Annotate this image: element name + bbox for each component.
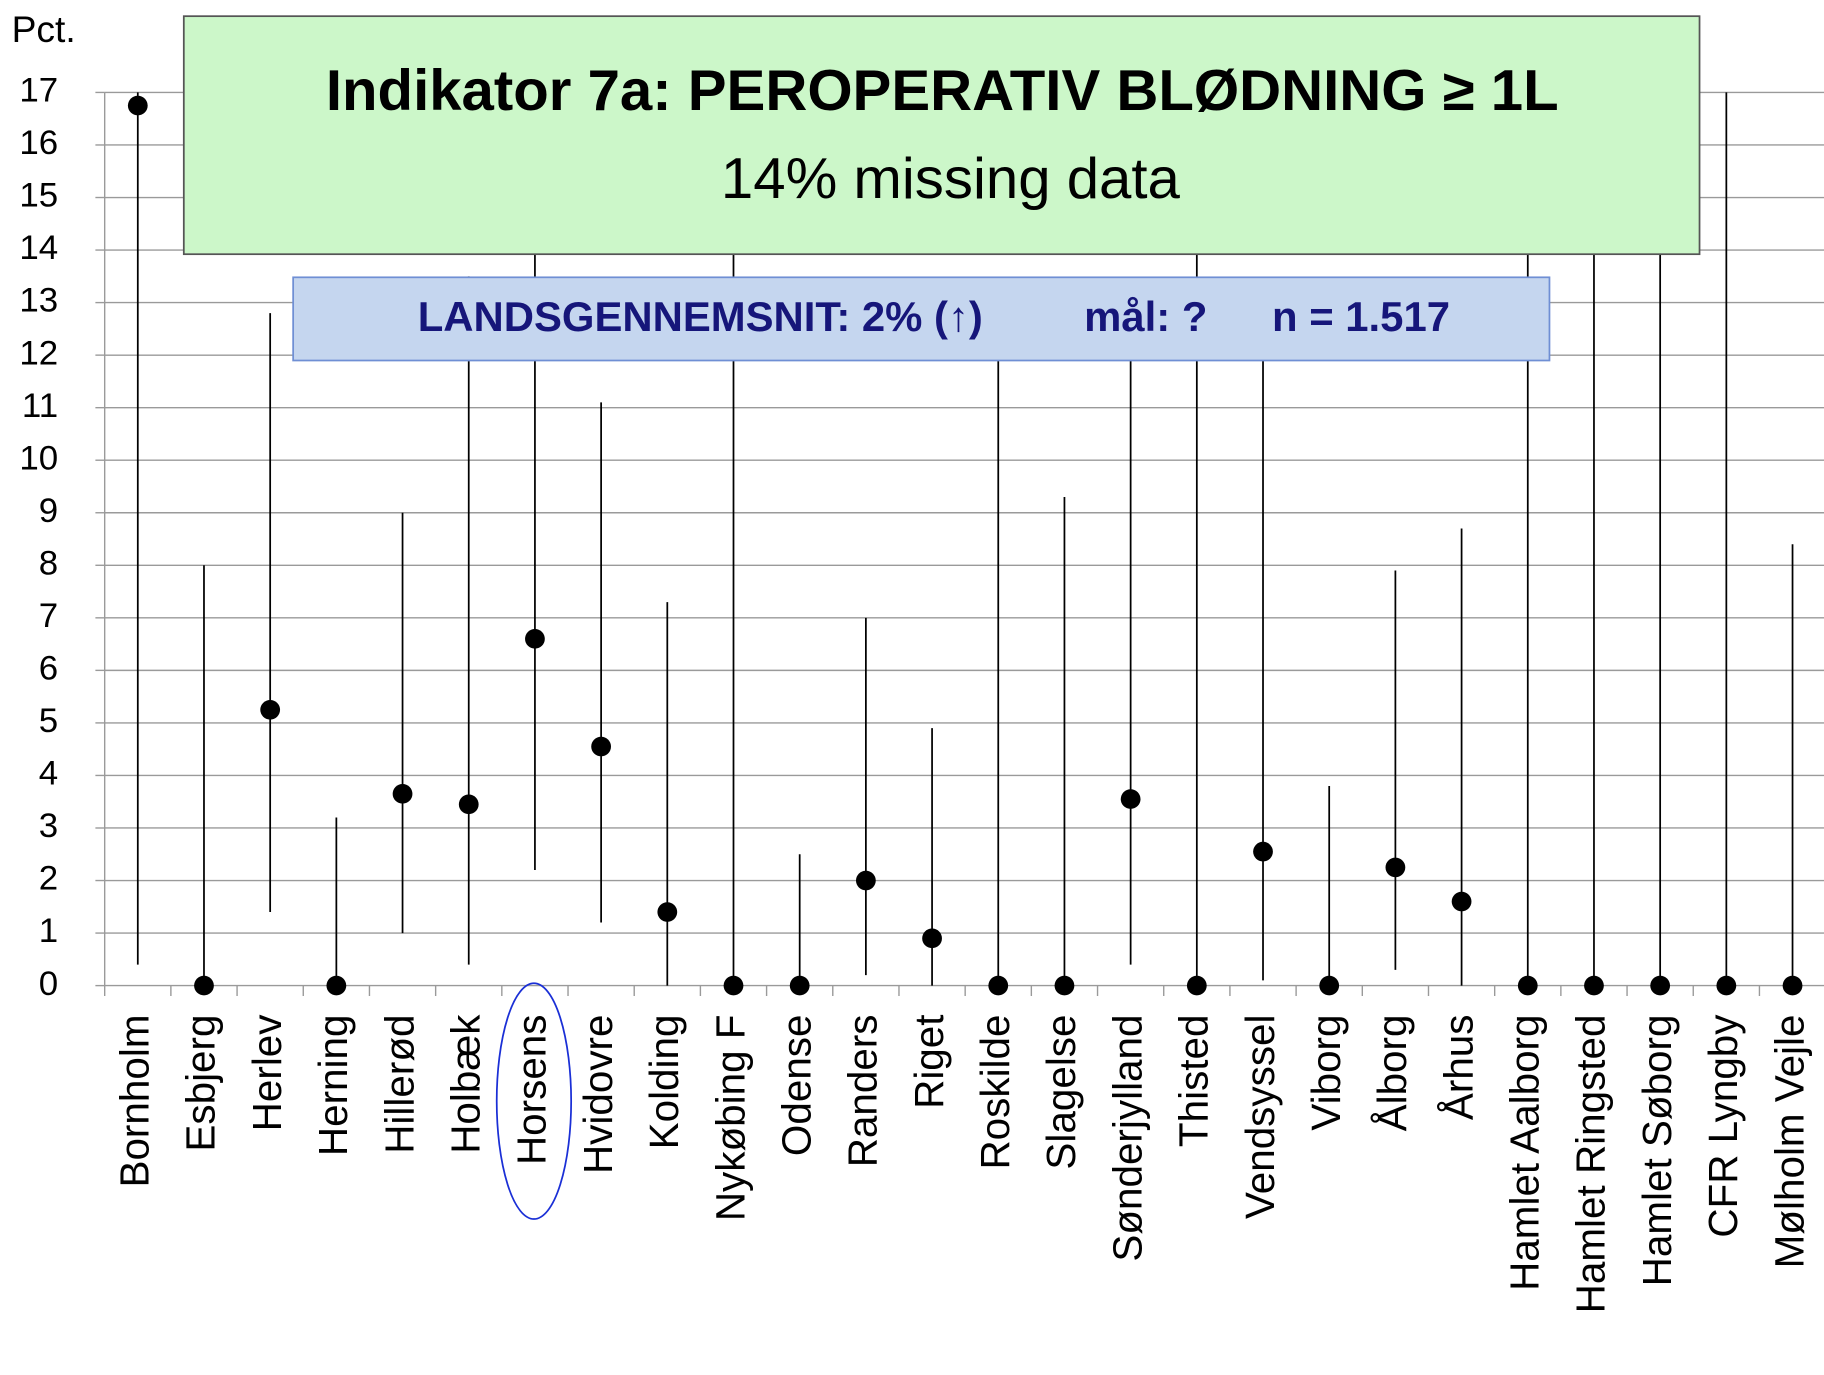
point: [392, 784, 413, 804]
y-tick-label: 0: [39, 965, 58, 1003]
y-tick-label: 17: [19, 72, 58, 110]
x-tick-label: Viborg: [1303, 1014, 1349, 1130]
y-tick-label: 5: [39, 702, 58, 740]
point: [326, 975, 347, 996]
y-tick-label: 7: [39, 597, 58, 635]
x-tick-label: CFR Lyngby: [1700, 1014, 1746, 1238]
x-tick-label: Hamlet Søborg: [1634, 1014, 1680, 1286]
annotation: LANDSGENNEMSNIT: 2% (↑): [418, 293, 983, 340]
point: [1319, 975, 1340, 996]
point: [1186, 975, 1207, 996]
chart-title: Indikator 7a: PEROPERATIV BLØDNING ≥ 1L: [326, 59, 1559, 123]
x-tick-label: Bornholm: [111, 1014, 157, 1187]
point: [1120, 789, 1141, 809]
point: [1584, 975, 1604, 996]
x-tick-label: Odense: [773, 1014, 819, 1156]
y-tick-label: 4: [39, 755, 58, 793]
x-tick-label: Hillerød: [376, 1014, 422, 1153]
x-tick-label: Hamlet Ringsted: [1568, 1014, 1614, 1313]
point: [1054, 975, 1075, 996]
x-tick-label: Herlev: [244, 1014, 290, 1132]
y-tick-label: 9: [39, 492, 58, 530]
x-tick-label: Hamlet Aalborg: [1501, 1014, 1547, 1290]
x-tick-label: Hvidovre: [575, 1014, 621, 1174]
y-tick-label: 10: [19, 439, 58, 477]
y-tick-label: 12: [19, 334, 58, 372]
point: [1385, 857, 1406, 878]
point: [988, 975, 1009, 996]
y-tick-label: 13: [19, 282, 58, 320]
x-tick-label: Roskilde: [972, 1014, 1018, 1169]
y-tick-label: 1: [39, 912, 58, 950]
x-tick-label: Horsens: [509, 1014, 555, 1165]
x-tick-label: Esbjerg: [178, 1014, 224, 1151]
point: [591, 736, 612, 757]
marks: Bornholm Esbjerg Herlev Herning Hillerød Holb…: [95, 92, 1824, 1313]
point: [194, 975, 214, 996]
y-tick-label: 2: [39, 860, 58, 898]
point: [922, 928, 942, 949]
x-tick-label: Ålborg: [1369, 1014, 1415, 1131]
x-tick-label: Thisted: [1170, 1014, 1216, 1147]
x-tick-label: Holbæk: [442, 1014, 488, 1154]
point: [1782, 975, 1803, 996]
point: [789, 975, 810, 996]
point: [260, 699, 281, 720]
info-box: [292, 276, 1551, 362]
y-tick-label: 14: [19, 229, 58, 267]
x-tick-label: Slagelse: [1038, 1014, 1084, 1169]
chart-subtitle: 14% missing data: [721, 147, 1181, 211]
y-tick-label: 6: [39, 650, 58, 688]
annotation: mål: ?: [1084, 293, 1207, 340]
title-box: [182, 15, 1701, 256]
y-tick-label: 15: [19, 177, 58, 215]
x-tick-label: Vendsyssel: [1237, 1014, 1283, 1219]
y-tick-label: 8: [39, 545, 58, 583]
x-tick-label: Randers: [840, 1014, 886, 1167]
boxes: Indikator 7a: PEROPERATIV BLØDNING ≥ 1L …: [182, 15, 1701, 362]
point: [1517, 975, 1538, 996]
point: [657, 902, 678, 922]
x-tick-label: Herning: [310, 1014, 356, 1156]
y-tick-label: 16: [19, 124, 58, 162]
y-axis-label: Pct.: [12, 8, 76, 50]
point: [525, 629, 545, 649]
highlight-ellipse: [495, 982, 573, 1220]
point: [723, 975, 744, 996]
x-tick-label: Århus: [1435, 1014, 1481, 1120]
annotation: n = 1.517: [1272, 293, 1450, 340]
point: [127, 95, 148, 116]
point: [1253, 841, 1273, 862]
x-tick-label: Sønderjylland: [1104, 1014, 1150, 1261]
point: [1716, 975, 1737, 996]
point: [1650, 975, 1671, 996]
x-tick-label: Nykøbing F: [707, 1014, 753, 1221]
y-tick-label: 11: [22, 387, 58, 425]
point: [1451, 891, 1472, 912]
point: [458, 794, 479, 815]
x-tick-label: Mølholm Vejle: [1766, 1014, 1812, 1268]
y-tick-label: 3: [39, 807, 58, 845]
x-tick-label: Kolding: [641, 1014, 687, 1149]
x-tick-label: Riget: [906, 1014, 952, 1108]
